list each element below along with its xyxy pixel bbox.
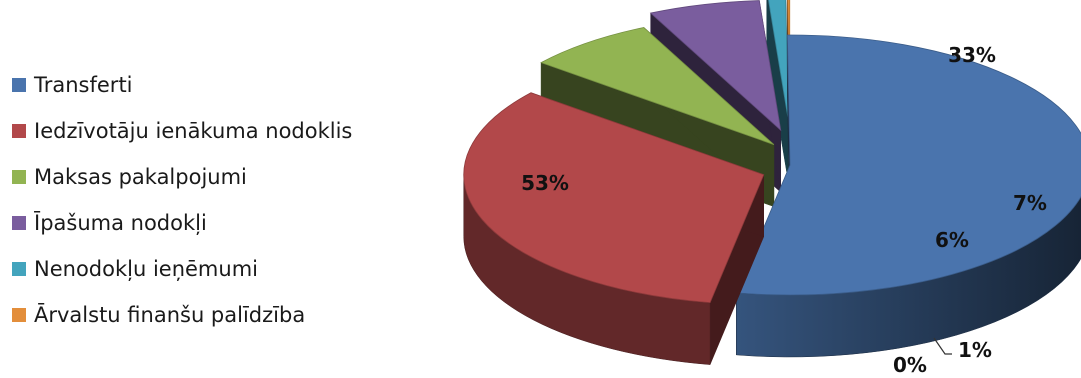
data-label: 6%	[935, 228, 969, 252]
pie-slice-top	[768, 0, 789, 120]
legend-swatch	[12, 170, 26, 184]
legend-label: Nenodokļu ieņēmumi	[34, 257, 258, 281]
data-label: 33%	[948, 43, 996, 67]
legend-item: Nenodokļu ieņēmumi	[12, 246, 352, 292]
legend-label: Ārvalstu finanšu palīdzība	[34, 303, 306, 327]
legend-item: Īpašuma nodokļi	[12, 200, 352, 246]
legend-item: Ārvalstu finanšu palīdzība	[12, 292, 352, 338]
pie-slice	[766, 0, 789, 182]
pie-slice-top	[649, 0, 782, 132]
pie-slice-top	[735, 34, 1081, 296]
pie-slice-top	[463, 92, 765, 304]
pie-slice-top	[540, 27, 775, 145]
legend-swatch	[12, 78, 26, 92]
legend-item: Iedzīvotāju ienākuma nodoklis	[12, 108, 352, 154]
legend-swatch	[12, 308, 26, 322]
data-label: 1%	[958, 338, 992, 362]
legend-swatch	[12, 262, 26, 276]
legend-swatch	[12, 216, 26, 230]
pie-slice	[735, 34, 1081, 358]
legend-label: Maksas pakalpojumi	[34, 165, 247, 189]
legend-label: Iedzīvotāju ienākuma nodoklis	[34, 119, 353, 143]
chart-legend: Transferti Iedzīvotāju ienākuma nodoklis M…	[12, 62, 352, 338]
pie-slice-top	[787, 0, 791, 106]
data-label: 53%	[521, 171, 569, 195]
label-leader-line	[933, 337, 952, 355]
data-label: 7%	[1013, 191, 1047, 215]
legend-label: Transferti	[34, 73, 133, 97]
legend-swatch	[12, 124, 26, 138]
legend-item: Transferti	[12, 62, 352, 108]
legend-item: Maksas pakalpojumi	[12, 154, 352, 200]
legend-label: Īpašuma nodokļi	[34, 211, 207, 235]
data-label: 0%	[893, 353, 927, 377]
pie-slice	[463, 92, 765, 365]
